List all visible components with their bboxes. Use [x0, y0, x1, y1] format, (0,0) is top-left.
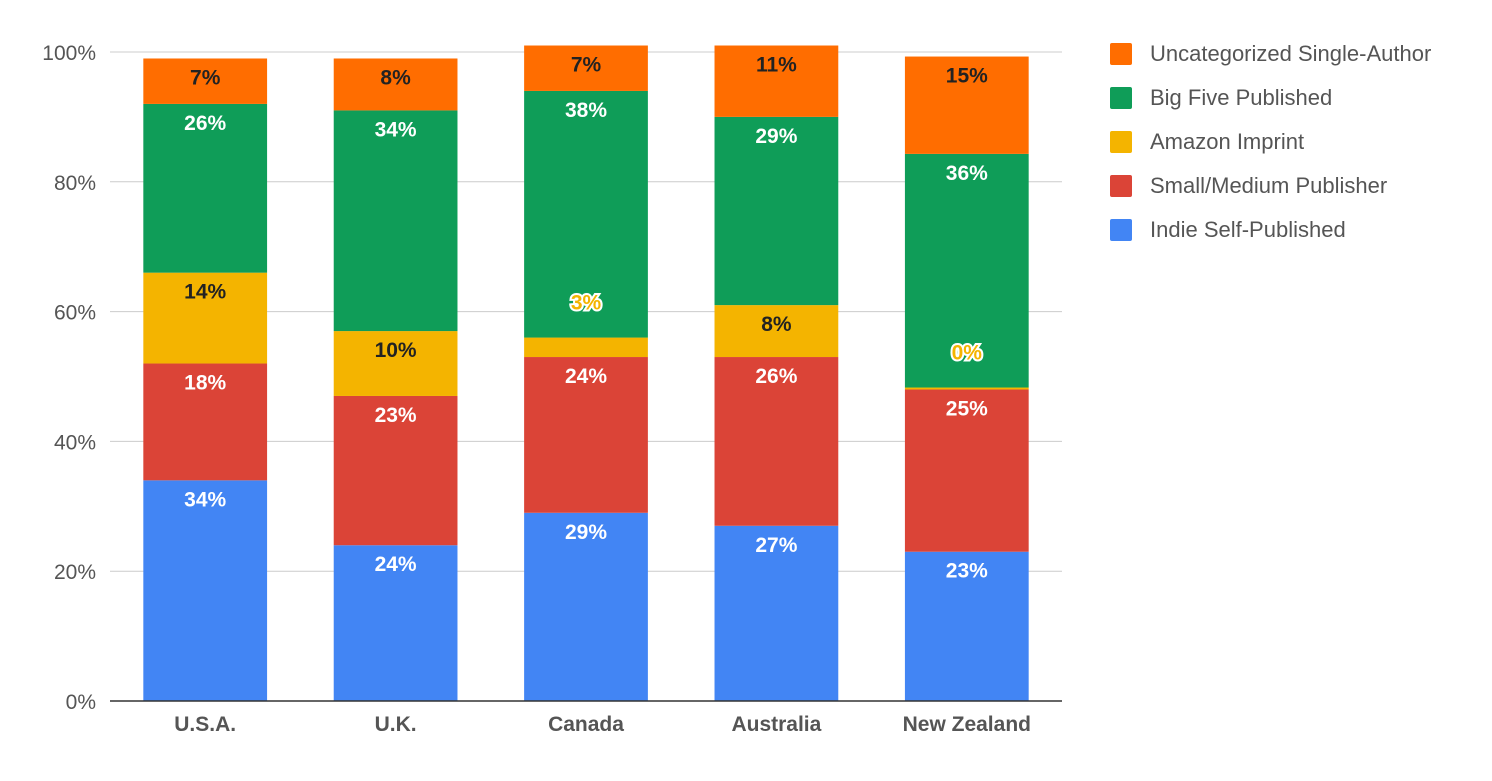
- data-label: 38%: [565, 99, 607, 122]
- bar-segment: [714, 116, 839, 306]
- data-label: 0%: [952, 342, 983, 365]
- data-label: 34%: [375, 118, 417, 141]
- bar-segment: [333, 395, 458, 546]
- legend-label: Uncategorized Single-Author: [1150, 41, 1432, 66]
- bar-segment: [143, 363, 268, 481]
- data-label: 36%: [946, 162, 988, 185]
- data-label: 15%: [946, 65, 988, 88]
- bar-segment: [714, 525, 839, 701]
- x-tick-label: Canada: [548, 713, 624, 736]
- data-label: 11%: [756, 54, 797, 77]
- bar-segment: [143, 103, 268, 273]
- data-label: 24%: [565, 365, 607, 388]
- legend-swatch: [1110, 175, 1132, 197]
- data-label: 3%: [571, 292, 602, 315]
- bar-segment: [714, 45, 839, 117]
- y-tick-label: 20%: [54, 561, 96, 584]
- legend-item: Uncategorized Single-Author: [1110, 32, 1431, 76]
- data-label: 23%: [946, 560, 988, 583]
- data-label: 7%: [571, 54, 602, 77]
- bar-segment: [333, 58, 458, 111]
- bar-segment: [524, 45, 648, 91]
- legend-item: Amazon Imprint: [1110, 120, 1431, 164]
- bar-segment: [904, 389, 1029, 552]
- legend-item: Big Five Published: [1110, 76, 1431, 120]
- bar-segment: [333, 110, 458, 332]
- x-tick-label: New Zealand: [903, 713, 1031, 736]
- data-label: 29%: [565, 521, 607, 544]
- bar-segment: [524, 337, 648, 358]
- bar-segment: [904, 56, 1029, 154]
- bar-segment: [143, 58, 268, 104]
- bar-segment: [524, 90, 648, 338]
- bar-segment: [904, 153, 1029, 388]
- x-tick-label: Australia: [731, 713, 821, 736]
- data-label: 25%: [946, 397, 988, 420]
- y-tick-label: 40%: [54, 431, 96, 454]
- legend-swatch: [1110, 131, 1132, 153]
- x-tick-label: U.K.: [375, 713, 417, 736]
- legend-swatch: [1110, 43, 1132, 65]
- y-tick-label: 60%: [54, 302, 96, 325]
- legend-item: Small/Medium Publisher: [1110, 164, 1431, 208]
- y-tick-label: 80%: [54, 172, 96, 195]
- data-label: 18%: [184, 372, 226, 395]
- bar-segment: [524, 357, 648, 513]
- bar-segment: [714, 357, 839, 526]
- data-label: 8%: [380, 66, 411, 89]
- data-label: 14%: [184, 281, 226, 304]
- bar-segment: [143, 272, 268, 364]
- legend: Uncategorized Single-Author Big Five Publ…: [1110, 32, 1431, 252]
- bar-segment: [904, 387, 1029, 390]
- data-label: 23%: [375, 404, 417, 427]
- data-label: 34%: [184, 488, 226, 511]
- legend-swatch: [1110, 219, 1132, 241]
- y-tick-label: 0%: [66, 691, 96, 714]
- data-label: 8%: [761, 313, 792, 336]
- data-label: 29%: [755, 125, 797, 148]
- legend-item: Indie Self-Published: [1110, 208, 1431, 252]
- bar-segment: [524, 512, 648, 701]
- bar-segment: [333, 331, 458, 396]
- bar-segment: [714, 305, 839, 358]
- bar-segment: [143, 480, 268, 701]
- data-label: 7%: [190, 66, 221, 89]
- y-tick-label: 100%: [42, 42, 96, 65]
- legend-swatch: [1110, 87, 1132, 109]
- data-label: 24%: [375, 553, 417, 576]
- data-label: 26%: [755, 365, 797, 388]
- legend-label: Small/Medium Publisher: [1150, 173, 1388, 198]
- legend-label: Amazon Imprint: [1150, 129, 1305, 154]
- legend-label: Indie Self-Published: [1150, 217, 1346, 242]
- bar-segment: [904, 551, 1029, 701]
- data-label: 27%: [755, 534, 797, 557]
- x-tick-label: U.S.A.: [174, 713, 236, 736]
- data-label: 10%: [375, 339, 417, 362]
- data-label: 26%: [184, 112, 226, 135]
- bar-segment: [333, 545, 458, 701]
- legend-label: Big Five Published: [1150, 85, 1333, 110]
